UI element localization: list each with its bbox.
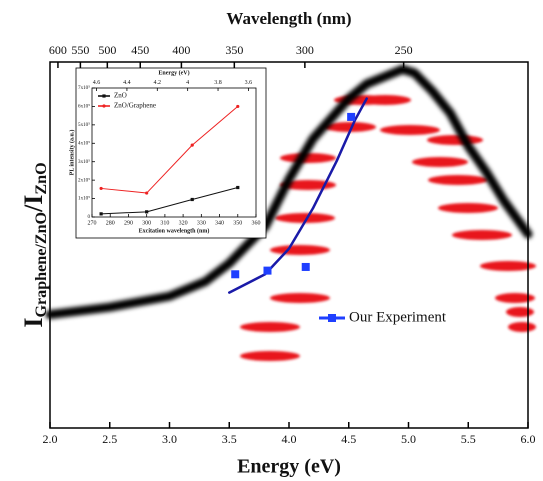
series-line — [100, 105, 239, 194]
x2-tick-label: 4.6 — [93, 80, 101, 86]
x2-axis-title: Energy (eV) — [158, 69, 189, 76]
data-point — [190, 197, 194, 202]
x-tick-label: 4.0 — [282, 432, 297, 446]
x-axis-title: Excitation wavelength (nm) — [139, 227, 210, 234]
inset-box — [75, 67, 267, 239]
data-point — [145, 210, 149, 214]
x2-tick-label: 600 — [49, 43, 67, 57]
x2-tick-label: 500 — [98, 43, 116, 57]
y-tick-label: 1x10⁵ — [78, 196, 90, 202]
data-point — [190, 143, 194, 147]
y-tick-label: 6x10⁵ — [78, 104, 90, 110]
x2-tick-label: 450 — [131, 43, 149, 57]
legend-marker — [102, 104, 106, 108]
x-axis-title: Energy (eV) — [237, 456, 341, 478]
y-title-part: /I — [19, 195, 48, 213]
series-line — [45, 64, 533, 320]
x-tick-label: 340 — [215, 220, 224, 226]
x-tick-label: 5.0 — [401, 432, 416, 446]
x-tick-label: 310 — [160, 220, 169, 226]
x2-tick-label: 350 — [225, 43, 243, 57]
series-line — [100, 187, 239, 215]
x-tick-label: 3.0 — [162, 432, 177, 446]
x-tick-label: 350 — [233, 220, 242, 226]
y-title-subscript: ZnO — [33, 162, 50, 194]
legend-marker — [102, 94, 106, 98]
data-point — [236, 185, 240, 190]
y-tick-label: 5x10⁵ — [78, 122, 90, 128]
x2-tick-label: 4.2 — [154, 80, 162, 86]
plot-1: 270 280 290 300 310 320 330 340 350 360 4.6 4.4 4.2 4… — [68, 69, 260, 234]
x-tick-label: 290 — [124, 220, 133, 226]
x2-tick-label: 3.6 — [245, 80, 253, 86]
x2-tick-label: 550 — [71, 43, 89, 57]
plot-frame — [91, 87, 257, 218]
x-tick-label: 2.5 — [102, 432, 117, 446]
data-point — [99, 186, 103, 191]
plot-0: 2.0 2.5 3.0 3.5 4.0 4.5 5.0 5.5 6.0 600 550 500 450 4… — [19, 9, 536, 478]
legend-label: ZnO — [114, 92, 127, 100]
x-tick-label: 270 — [88, 220, 97, 226]
x2-tick-label: 300 — [296, 43, 314, 57]
x-tick-label: 320 — [179, 220, 188, 226]
data-point — [301, 262, 310, 271]
x2-tick-label: 4 — [186, 80, 189, 86]
y-tick-label: 3x10⁵ — [78, 159, 90, 165]
x-tick-label: 6.0 — [521, 432, 536, 446]
data-point — [263, 266, 272, 275]
y-axis-title: PL intensity (a.u.) — [68, 130, 75, 176]
data-point — [347, 112, 356, 121]
y-tick-label: 0 — [87, 214, 90, 220]
data-point — [236, 104, 240, 109]
x2-tick-label: 250 — [395, 43, 413, 57]
x2-tick-label: 4.4 — [123, 80, 131, 86]
x-tick-label: 300 — [142, 220, 151, 226]
y-title-subscript: Graphene/ZnO — [33, 212, 50, 318]
x-tick-label: 5.5 — [461, 432, 476, 446]
y-tick-label: 7x10⁵ — [78, 85, 90, 91]
legend-label: ZnO/Graphene — [114, 102, 156, 110]
x2-tick-label: 400 — [172, 43, 190, 57]
data-point — [145, 191, 149, 195]
x-tick-label: 280 — [106, 220, 115, 226]
y-tick-label: 4x10⁵ — [78, 140, 90, 146]
y-title-part: I — [19, 318, 48, 328]
y-tick-label: 2x10⁵ — [78, 177, 90, 183]
x-tick-label: 360 — [252, 220, 261, 226]
x-tick-label: 330 — [197, 220, 206, 226]
x2-axis-title: Wavelength (nm) — [226, 9, 351, 28]
x-tick-label: 3.5 — [222, 432, 237, 446]
x-tick-label: 4.5 — [341, 432, 356, 446]
x2-tick-label: 3.8 — [214, 80, 222, 86]
legend-label: Our Experiment — [349, 309, 447, 325]
y-axis-title: IGraphene/ZnO/IZnO — [19, 162, 50, 327]
data-point — [99, 212, 103, 216]
legend-marker — [328, 314, 336, 322]
data-point — [231, 270, 240, 279]
x-tick-label: 2.0 — [43, 432, 58, 446]
